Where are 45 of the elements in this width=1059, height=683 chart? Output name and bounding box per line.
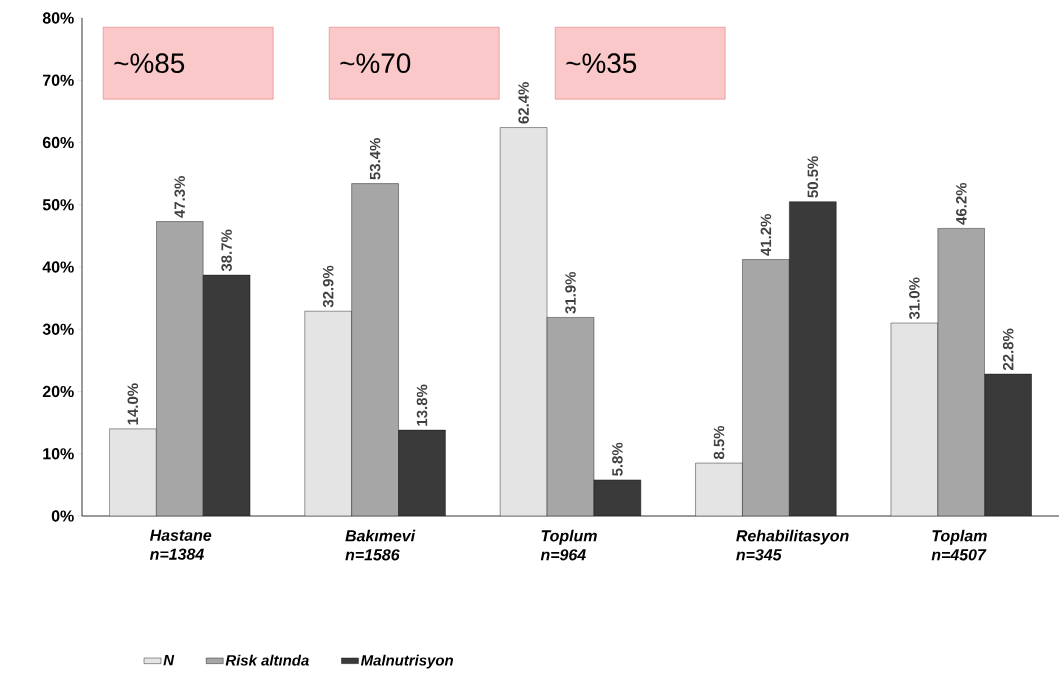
annotation: ~%35 (566, 53, 637, 74)
data-label: 46.2% (956, 182, 967, 225)
y-tick-label: 10% (43, 448, 74, 460)
bar (984, 373, 1032, 516)
annotation: ~%70 (340, 53, 411, 74)
data-label: 38.7% (221, 229, 232, 272)
data-label: 13.8% (416, 384, 428, 426)
legend-label: Malnutrisyon (360, 654, 454, 669)
data-label: 8.5% (713, 425, 725, 460)
bar (398, 429, 446, 516)
bar (695, 462, 743, 516)
data-label: 47.3% (174, 176, 185, 218)
y-tick-label: 20% (42, 385, 74, 398)
x-tick-label: Toplam n=4507 (931, 529, 987, 561)
data-label: 62.4% (518, 82, 529, 124)
y-tick-label: 50% (42, 199, 74, 211)
y-tick-label: 70% (43, 74, 74, 86)
data-label: 32.9% (322, 265, 334, 308)
bar (304, 311, 352, 516)
y-tick-label: 60% (42, 136, 74, 149)
y-tick-label: 30% (42, 323, 74, 335)
bar (789, 201, 837, 516)
data-label: 31.9% (565, 271, 576, 314)
bar (890, 322, 939, 516)
x-tick-label: Hastane n=1384 (149, 529, 212, 560)
data-label: 14.0% (127, 383, 139, 425)
bar (202, 274, 251, 516)
legend-label: Risk altında (225, 654, 309, 666)
y-tick-label: 0% (51, 510, 74, 522)
data-label: 53.4% (369, 138, 381, 180)
bar (499, 127, 548, 516)
data-label: 31.0% (909, 277, 920, 320)
data-label: 41.2% (760, 214, 772, 256)
bar (593, 479, 642, 516)
data-label: 50.5% (807, 156, 819, 198)
x-tick-label: Bakımevi n=1586 (345, 529, 416, 561)
x-tick-label: Rehabilitasyon n=345 (736, 529, 849, 561)
y-tick-label: 80% (42, 12, 74, 24)
annotation: ~%85 (114, 53, 185, 74)
data-label: 5.8% (612, 442, 623, 476)
data-label: 22.8% (1002, 328, 1014, 371)
legend-label: N (163, 654, 175, 666)
bar (109, 428, 157, 516)
y-tick-label: 40% (42, 261, 74, 273)
x-tick-label: Toplum n=964 (540, 529, 597, 561)
